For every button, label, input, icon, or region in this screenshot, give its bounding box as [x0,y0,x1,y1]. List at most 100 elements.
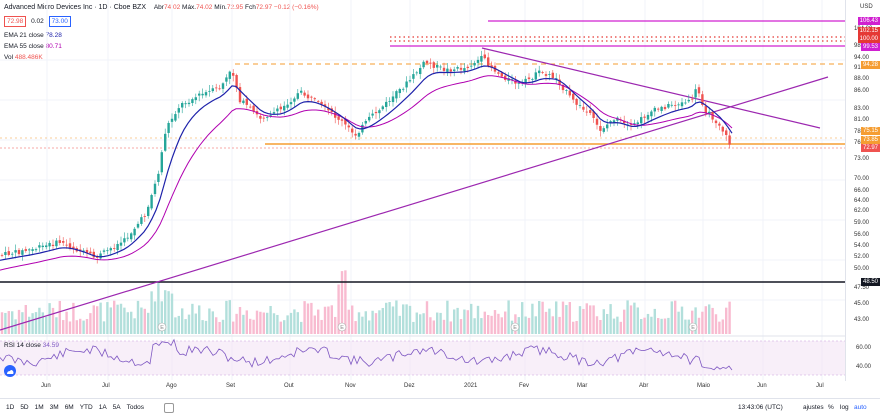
candle-body [116,244,119,251]
candle-body [623,120,626,123]
svg-text:E: E [160,325,164,331]
ask-price[interactable]: 73.00 [48,16,71,27]
volume-bar [143,308,146,334]
candle-body [640,117,643,124]
candle-body [473,62,476,66]
price-tag: 48.50 [860,278,880,286]
price-tick: 56.00 [854,232,870,238]
volume-bar [667,317,670,334]
candle-body [487,57,490,67]
volume-bar [215,317,218,334]
volume-bar [714,314,718,334]
candle-body [548,74,551,75]
timeframe-button[interactable]: Todos [126,404,144,411]
candle-body [45,245,48,248]
volume-bar [493,310,497,334]
volume-bar [150,291,153,334]
timeframe-button[interactable]: YTD [79,404,93,411]
candle-body [293,98,296,102]
timeframe-button[interactable]: 5A [112,404,121,411]
candle-body [408,80,412,82]
candle-body [371,113,374,116]
volume-bar [568,302,571,334]
volume-bar [524,316,527,334]
volume-bar [589,305,592,334]
volume-bar [157,282,160,334]
cloud-icon [7,370,14,374]
volume-bar [408,305,412,334]
candle-body [181,103,184,108]
volume-bar [72,302,75,334]
volume-bar [109,307,112,334]
volume-bar [534,316,537,334]
candle-body [565,90,568,91]
volume-bar [646,313,650,334]
candle-body [463,68,466,72]
volume-bar [357,312,361,334]
bottom-toolbar: 1D 5D 1M 3M 6M YTD 1A 5A Todos 13:43:06 (UTC) aj… [0,398,880,418]
date-range-icon[interactable] [164,403,174,413]
log-toggle[interactable]: log [840,404,849,411]
indicator-ema55[interactable]: EMA 55 close 80.71 [4,43,62,50]
volume-bar [544,311,548,334]
volume-bar [99,302,102,334]
volume-bar [466,310,469,334]
candle-body [378,110,381,114]
volume-bar [657,318,660,334]
bid-price[interactable]: 72.98 [4,16,27,27]
candle-body [453,69,456,71]
percent-toggle[interactable]: % [828,404,834,411]
volume-bar [388,302,391,334]
auto-toggle[interactable]: auto [854,404,867,411]
candle-body [323,104,327,107]
rsi-legend[interactable]: RSI 14 close 34.59 [4,342,59,349]
candle-body [279,106,282,110]
candle-body [514,80,517,84]
candle-body [527,77,531,80]
symbol-title: Advanced Micro Devices Inc · 1D · Cboe B… [4,4,146,11]
timeframe-button[interactable]: 5D [20,404,29,411]
volume-bar [259,311,262,334]
volume-bar [575,320,578,334]
tradingview-logo[interactable] [4,365,16,377]
timeframe-button[interactable]: 1A [98,404,107,411]
price-chart[interactable]: E E E E [0,0,845,380]
candle-body [164,133,167,151]
candle-body [170,118,174,122]
month-label: Mar [577,383,588,389]
candle-body [303,92,306,96]
time-axis[interactable]: Jun Jul Ago Set Out Nov Dez 2021 Fev Mar Abr Maio Ju… [0,383,845,393]
timeframe-button[interactable]: 1D [6,404,15,411]
candle-body [599,125,602,131]
volume-bar [313,315,316,334]
volume-bar [442,319,446,334]
candle-body [551,72,554,79]
indicator-volume[interactable]: Vol 488.486K [4,54,43,61]
month-label: Ago [166,383,177,389]
volume-bar [228,300,231,334]
volume-bar [174,317,177,334]
adjust-toggle[interactable]: ajustes [803,404,824,411]
candle-body [677,104,680,106]
candle-body [34,249,38,251]
candle-body [541,72,544,73]
month-label: Abr [639,383,649,389]
price-tick: 45.00 [854,301,870,307]
indicator-ema21[interactable]: EMA 21 close 78.28 [4,32,62,39]
candle-body [531,79,534,80]
timeframe-button[interactable]: 1M [34,404,44,411]
volume-bar [487,315,490,334]
candle-body [228,71,231,79]
timeframe-button[interactable]: 3M [49,404,59,411]
candle-body [395,91,398,99]
volume-bar [412,321,415,334]
volume-bar [92,305,95,334]
volume-bar [58,300,61,334]
downtrend-line [481,47,821,129]
volume-bar [286,315,289,334]
volume-bar [303,301,306,334]
volume-bar [153,301,157,334]
candle-body [140,217,143,224]
timeframe-button[interactable]: 6M [64,404,74,411]
month-label: Set [226,383,236,389]
